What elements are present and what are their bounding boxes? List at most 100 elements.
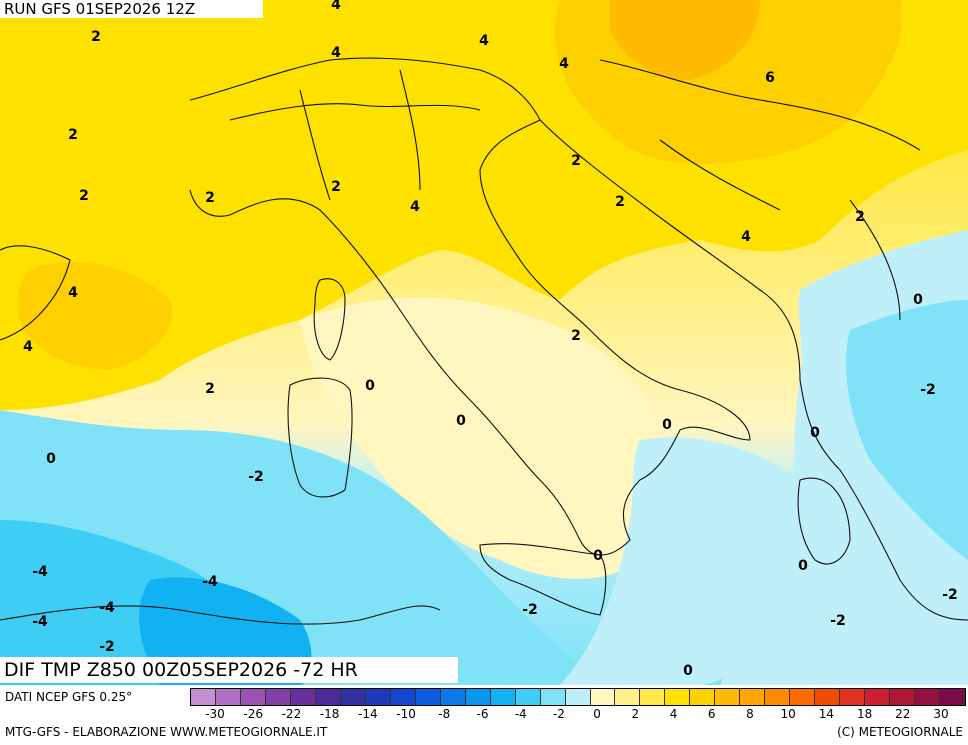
contour-label: 0 bbox=[593, 548, 603, 564]
border-europe bbox=[599, 59, 921, 321]
colorbar-tick-label: -14 bbox=[358, 707, 378, 721]
contour-label: 0 bbox=[913, 292, 923, 308]
colorbar-swatch bbox=[440, 689, 466, 705]
contour-label: 4 bbox=[479, 33, 489, 49]
coast-greece bbox=[797, 477, 851, 565]
contour-label: 2 bbox=[205, 381, 215, 397]
colorbar-tick-label: -22 bbox=[281, 707, 302, 721]
contour-label: 4 bbox=[68, 285, 78, 301]
colorbar-swatch bbox=[565, 689, 591, 705]
contour-label: -4 bbox=[202, 574, 218, 590]
map-title: DIF TMP Z850 00Z05SEP2026 -72 HR bbox=[0, 657, 458, 683]
colorbar-swatch bbox=[890, 689, 916, 705]
colorbar-swatch bbox=[215, 689, 241, 705]
contour-label: 2 bbox=[205, 190, 215, 206]
colorbar-tick-label: -6 bbox=[476, 707, 489, 721]
contour-label: 0 bbox=[456, 413, 466, 429]
contour-label: 4 bbox=[410, 199, 420, 215]
colorbar-swatch bbox=[240, 689, 266, 705]
colorbar-tick-label: -10 bbox=[396, 707, 416, 721]
colorbar-tick-label: 30 bbox=[933, 707, 949, 721]
field-orange-west bbox=[18, 261, 172, 370]
contour-label: 0 bbox=[46, 451, 56, 467]
colorbar-swatch bbox=[765, 689, 791, 705]
colorbar-tick-label: 8 bbox=[746, 707, 754, 721]
contour-label: 0 bbox=[810, 425, 820, 441]
colorbar-tick-label: -2 bbox=[552, 707, 565, 721]
contour-label: 2 bbox=[571, 328, 581, 344]
coast-sicily bbox=[479, 543, 607, 616]
coast-africa bbox=[0, 605, 441, 625]
contour-label: -2 bbox=[830, 613, 846, 629]
colorbar-swatch bbox=[465, 689, 491, 705]
contour-label: -2 bbox=[920, 382, 936, 398]
run-header: RUN GFS 01SEP2026 12Z bbox=[0, 0, 263, 18]
field-cold-east-deep bbox=[846, 300, 968, 560]
colorbar-tick-label: 10 bbox=[780, 707, 796, 721]
contour-label: -4 bbox=[99, 600, 115, 616]
colorbar-tick-label: 6 bbox=[707, 707, 716, 721]
contour-label: 0 bbox=[365, 378, 375, 394]
contour-labels: 4 2 4 4 4 6 2 2 2 2 2 2 4 2 4 2 4 4 0 2 … bbox=[23, 0, 958, 679]
colorbar-tick-label: -18 bbox=[319, 707, 340, 721]
contour-label: -2 bbox=[99, 639, 115, 655]
colorbar-tick-label: 2 bbox=[631, 707, 640, 721]
colorbar-tick-label: -26 bbox=[243, 707, 264, 721]
colorbar-tick-label: 22 bbox=[895, 707, 911, 721]
contour-label: 2 bbox=[855, 209, 865, 225]
data-source-label: DATI NCEP GFS 0.25° bbox=[5, 690, 133, 704]
contour-label: -2 bbox=[942, 587, 958, 603]
contour-label: 4 bbox=[559, 56, 569, 72]
colorbar-tick-label: 0 bbox=[593, 707, 601, 721]
colorbar-swatch bbox=[191, 689, 216, 705]
field-cold-ionian bbox=[560, 437, 811, 685]
colorbar-swatch bbox=[365, 689, 391, 705]
coast-italy bbox=[189, 57, 751, 556]
colorbar-swatch bbox=[590, 689, 616, 705]
colorbar-swatch bbox=[315, 689, 341, 705]
colorbar-swatch bbox=[615, 689, 641, 705]
colorbar-tick-label: 4 bbox=[669, 707, 678, 721]
colorbar bbox=[190, 688, 966, 706]
contour-label: 2 bbox=[331, 179, 341, 195]
contour-label: -4 bbox=[32, 614, 48, 630]
colorbar-swatch bbox=[815, 689, 841, 705]
contour-label: 2 bbox=[79, 188, 89, 204]
contour-label: 2 bbox=[68, 127, 78, 143]
colorbar-swatch bbox=[390, 689, 416, 705]
contour-label: 4 bbox=[331, 0, 341, 13]
temperature-anomaly-map: 4 2 4 4 4 6 2 2 2 2 2 2 4 2 4 2 4 4 0 2 … bbox=[0, 0, 968, 685]
colorbar-swatch bbox=[915, 689, 941, 705]
contour-label: -4 bbox=[32, 564, 48, 580]
colorbar-swatch bbox=[740, 689, 766, 705]
colorbar-tick-label: 18 bbox=[856, 707, 873, 721]
contour-label: -2 bbox=[248, 469, 264, 485]
coastlines bbox=[0, 57, 968, 625]
field-pale-center bbox=[300, 297, 671, 579]
colorbar-tick-label: -8 bbox=[438, 707, 451, 721]
credit-left: MTG-GFS - ELABORAZIONE WWW.METEOGIORNALE… bbox=[5, 725, 328, 739]
colorbar-swatch bbox=[515, 689, 541, 705]
coast-balkans bbox=[539, 119, 968, 621]
contour-label: 0 bbox=[798, 558, 808, 574]
field-orange-core bbox=[610, 0, 760, 80]
colorbar-swatch bbox=[865, 689, 891, 705]
contour-label: 2 bbox=[91, 29, 101, 45]
colorbar-swatch bbox=[690, 689, 716, 705]
credit-right: (C) METEOGIORNALE bbox=[837, 725, 963, 739]
contour-label: 6 bbox=[765, 70, 775, 86]
colorbar-swatch bbox=[715, 689, 741, 705]
contour-label: 4 bbox=[331, 45, 341, 61]
contour-label: 2 bbox=[615, 194, 625, 210]
colorbar-tick-label: -4 bbox=[514, 707, 527, 721]
colorbar-swatch bbox=[340, 689, 366, 705]
colorbar-swatch bbox=[265, 689, 291, 705]
colorbar-swatch bbox=[640, 689, 666, 705]
coast-spain bbox=[0, 245, 71, 341]
border-alps bbox=[229, 69, 481, 201]
contour-label: 0 bbox=[662, 417, 672, 433]
colorbar-tick-label: -30 bbox=[205, 707, 225, 721]
colorbar-swatch bbox=[290, 689, 316, 705]
colorbar-swatch bbox=[490, 689, 516, 705]
colorbar-swatch bbox=[415, 689, 441, 705]
